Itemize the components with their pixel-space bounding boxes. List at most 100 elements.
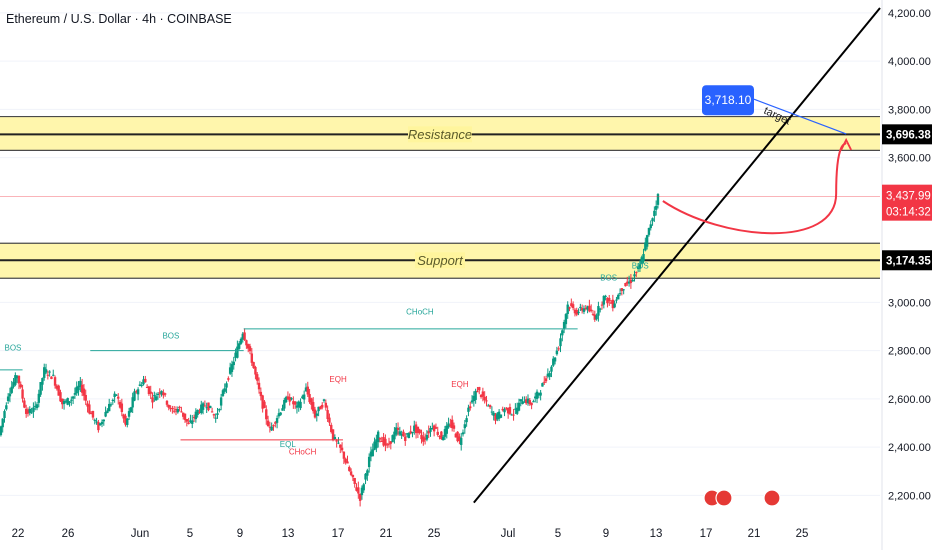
candle-body [337, 442, 340, 444]
candle-body [243, 332, 246, 340]
candle-body [515, 407, 519, 414]
candle-body [277, 413, 281, 417]
candle-body [510, 414, 513, 416]
candle-body [171, 408, 174, 410]
candle-body [165, 400, 169, 405]
candle-body [46, 374, 50, 376]
candle-body [635, 272, 638, 274]
candle-body [386, 444, 389, 446]
candle-body [391, 435, 394, 443]
candle-body [129, 407, 133, 413]
candle-body [608, 297, 611, 302]
candle-body [537, 393, 541, 396]
candle-body [492, 412, 495, 416]
candle-body [284, 397, 288, 403]
candle-body [488, 405, 492, 408]
candle-body [283, 399, 286, 409]
candle-body [126, 418, 129, 425]
candle-body [21, 389, 24, 399]
candle-body [395, 427, 398, 435]
candle-body [302, 394, 306, 400]
candle-body [178, 406, 181, 408]
candle-body [351, 475, 355, 478]
candle-body [580, 308, 584, 311]
candle-body [398, 431, 402, 435]
candle-body [239, 338, 243, 344]
candle-body [405, 433, 409, 435]
candle-body [604, 295, 607, 297]
candle-body [606, 297, 609, 304]
candle-body [64, 400, 68, 402]
candle-body [371, 449, 374, 457]
candle-body [88, 404, 91, 414]
candle-body [624, 282, 627, 287]
candle-body [355, 487, 358, 491]
zone-label-bg [408, 126, 472, 143]
candle-body [86, 403, 89, 407]
candle-body [147, 386, 151, 395]
candle-body [577, 311, 580, 314]
candle-body [97, 422, 100, 431]
candle-body [342, 451, 346, 459]
candle-body [187, 422, 190, 424]
candle-body [524, 399, 528, 404]
time-axis: 22 26 Jun 5 9 13 17 21 25 Jul 5 9 13 17 21 25 [12, 528, 809, 540]
candle-body [153, 395, 156, 397]
projection-arrowhead [840, 137, 852, 151]
candle-body [366, 470, 369, 476]
candle-body [321, 404, 324, 408]
candle-body [647, 227, 651, 235]
candle-body [79, 380, 82, 387]
x-tick-label: 13 [282, 528, 295, 540]
candle-body [360, 487, 364, 496]
candle-body [89, 413, 93, 415]
candle-body [506, 407, 510, 414]
structure-label: EQL [280, 440, 297, 449]
candle-body [257, 382, 261, 390]
candle-body [50, 376, 53, 380]
x-tick-label: 26 [62, 528, 75, 540]
candle-body [53, 377, 57, 386]
candle-body [331, 429, 335, 441]
target-connector [753, 98, 847, 135]
candle-body [404, 436, 407, 441]
structure-label: BOS [162, 332, 179, 341]
candle-body [501, 408, 504, 411]
y-tick-label: 2,200.00 [888, 490, 931, 502]
candle-body [225, 383, 228, 388]
candle-body [219, 397, 223, 406]
candle-body [228, 367, 232, 374]
candle-body [256, 374, 259, 381]
zone-label-bg [415, 252, 465, 269]
candle-body [80, 384, 84, 393]
candle-body [108, 403, 111, 412]
price-label: 3,174.35 [886, 255, 931, 267]
candle-body [203, 405, 207, 407]
candle-body [263, 401, 266, 408]
x-tick-label: 22 [12, 528, 25, 540]
current-price-label: 3,437.99 [886, 191, 931, 203]
x-tick-label: 25 [428, 528, 441, 540]
candle-body [420, 434, 423, 440]
candle-body [59, 392, 62, 402]
candle-body [8, 393, 12, 397]
candle-body [600, 304, 604, 306]
candle-body [483, 396, 486, 401]
candle-body [254, 366, 257, 375]
y-tick-label: 2,800.00 [888, 346, 931, 358]
candle-body [163, 393, 167, 395]
candle-body [465, 418, 468, 423]
candle-body [218, 409, 221, 411]
candle-body [478, 387, 481, 391]
candle-body [169, 407, 172, 409]
candle-body [158, 392, 161, 394]
candle-body [142, 379, 145, 385]
candle-body [189, 420, 192, 423]
candle-body [570, 303, 573, 307]
price-label-box [882, 124, 932, 145]
candle-body [530, 402, 533, 406]
candle-body [521, 401, 524, 405]
candle-body [517, 402, 521, 411]
